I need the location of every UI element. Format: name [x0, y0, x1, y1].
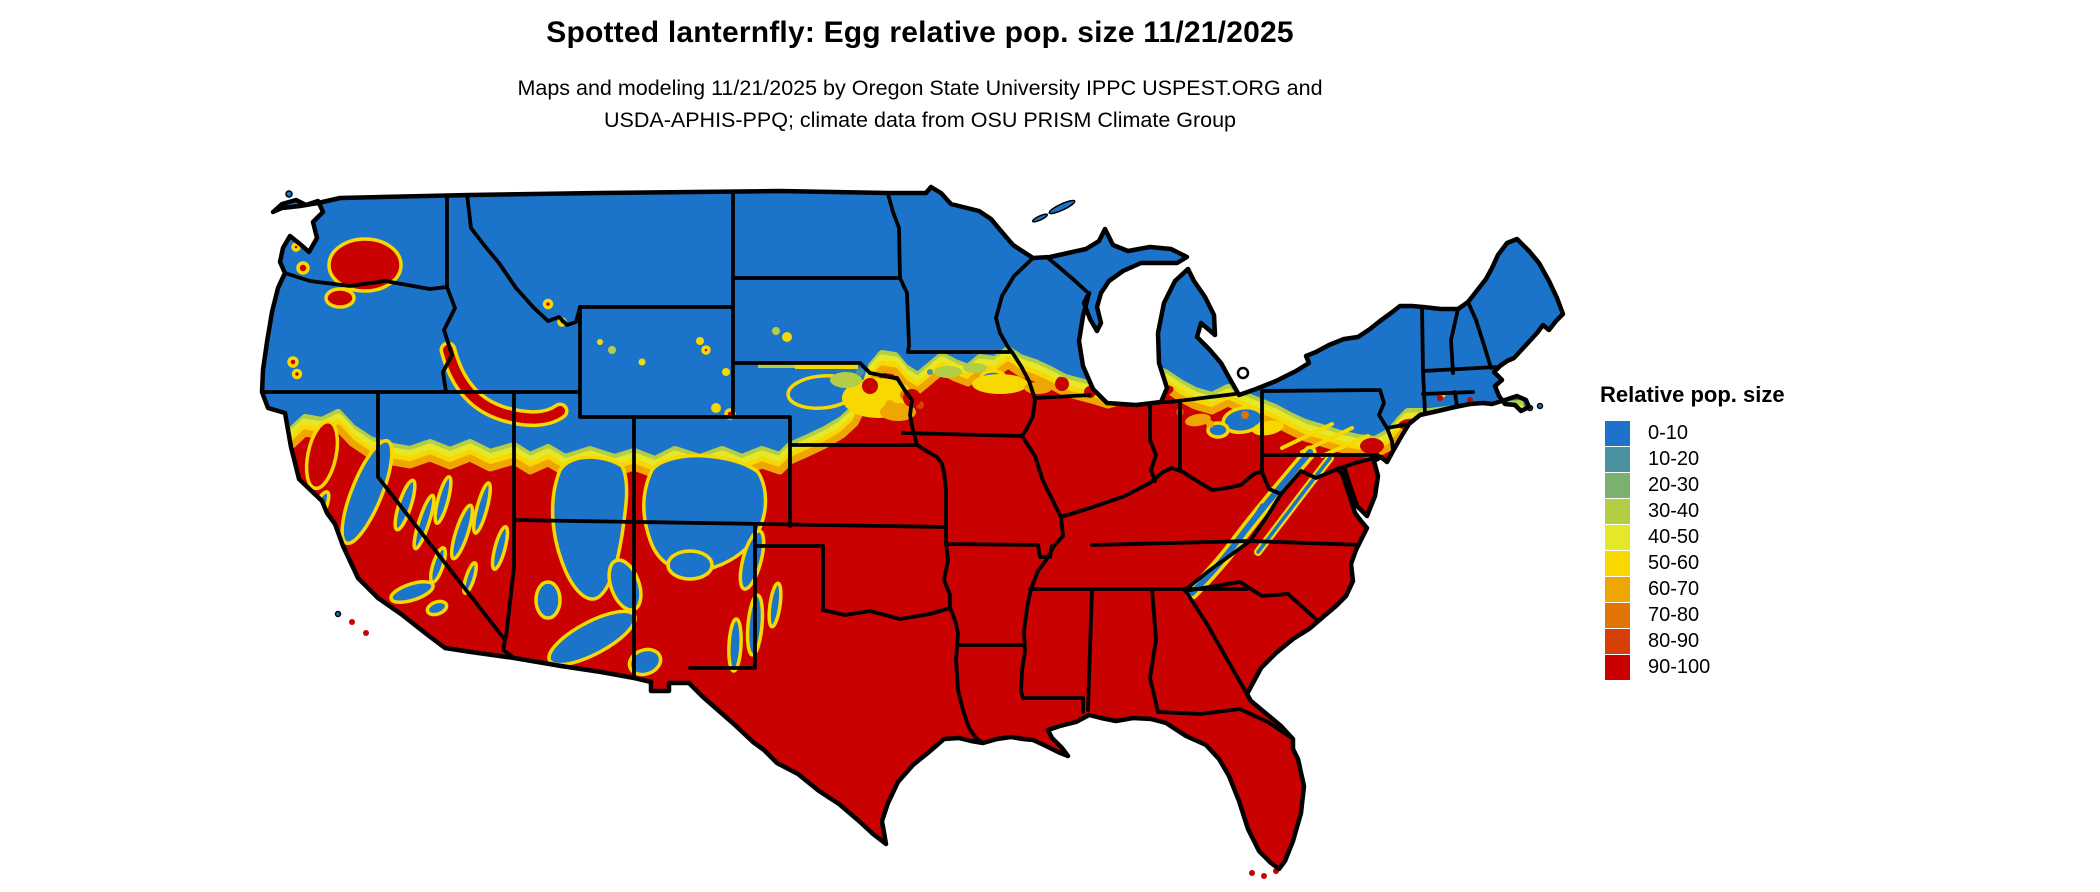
legend-item: 30-40 [1600, 498, 1785, 524]
legend-item: 50-60 [1600, 550, 1785, 576]
legend-label: 70-80 [1648, 603, 1700, 626]
legend-swatch [1605, 628, 1630, 654]
lake-st-clair [1236, 366, 1250, 380]
legend-label: 40-50 [1648, 525, 1700, 548]
legend-label: 80-90 [1648, 629, 1700, 652]
legend-label: 0-10 [1648, 421, 1689, 444]
legend-swatch [1605, 524, 1630, 550]
legend-label: 30-40 [1648, 499, 1700, 522]
page-title: Spotted lanternfly: Egg relative pop. si… [546, 16, 1294, 49]
legend-label: 20-30 [1648, 473, 1700, 496]
legend-item: 60-70 [1600, 576, 1785, 602]
blue-mountain-patches [305, 369, 1265, 677]
legend-item: 40-50 [1600, 524, 1785, 550]
legend-swatch [1605, 654, 1630, 680]
snake-river-red-arc [439, 341, 569, 427]
subtitle-line-2: USDA-APHIS-PPQ; climate data from OSU PR… [603, 108, 1237, 132]
map-header: Spotted lanternfly: Egg relative pop. si… [0, 16, 1840, 136]
state-borders [262, 192, 1498, 745]
legend-item: 80-90 [1600, 628, 1785, 654]
legend-swatch [1605, 550, 1630, 576]
legend-swatch [1605, 472, 1630, 498]
legend-title: Relative pop. size [1600, 382, 1785, 407]
legend-label: 90-100 [1648, 655, 1711, 678]
subtitle-line-1: Maps and modeling 11/21/2025 by Oregon S… [517, 76, 1323, 100]
legend-item: 10-20 [1600, 446, 1785, 472]
legend-item: 90-100 [1600, 654, 1785, 680]
page-subtitle: Maps and modeling 11/21/2025 by Oregon S… [0, 72, 1840, 136]
legend-swatch [1605, 420, 1630, 446]
legend-swatch [1605, 576, 1630, 602]
legend-swatch [1605, 446, 1630, 472]
legend-label: 50-60 [1648, 551, 1700, 574]
legend-swatch [1605, 498, 1630, 524]
map-legend: Relative pop. size 0-10 10-20 20-30 30-4… [1600, 382, 1785, 680]
florida-keys-and-islands [349, 619, 1279, 879]
legend-swatch [1605, 602, 1630, 628]
legend-label: 60-70 [1648, 577, 1700, 600]
legend-item: 70-80 [1600, 602, 1785, 628]
legend-item: 20-30 [1600, 472, 1785, 498]
legend-label: 10-20 [1648, 447, 1700, 470]
legend-item: 0-10 [1600, 420, 1785, 446]
